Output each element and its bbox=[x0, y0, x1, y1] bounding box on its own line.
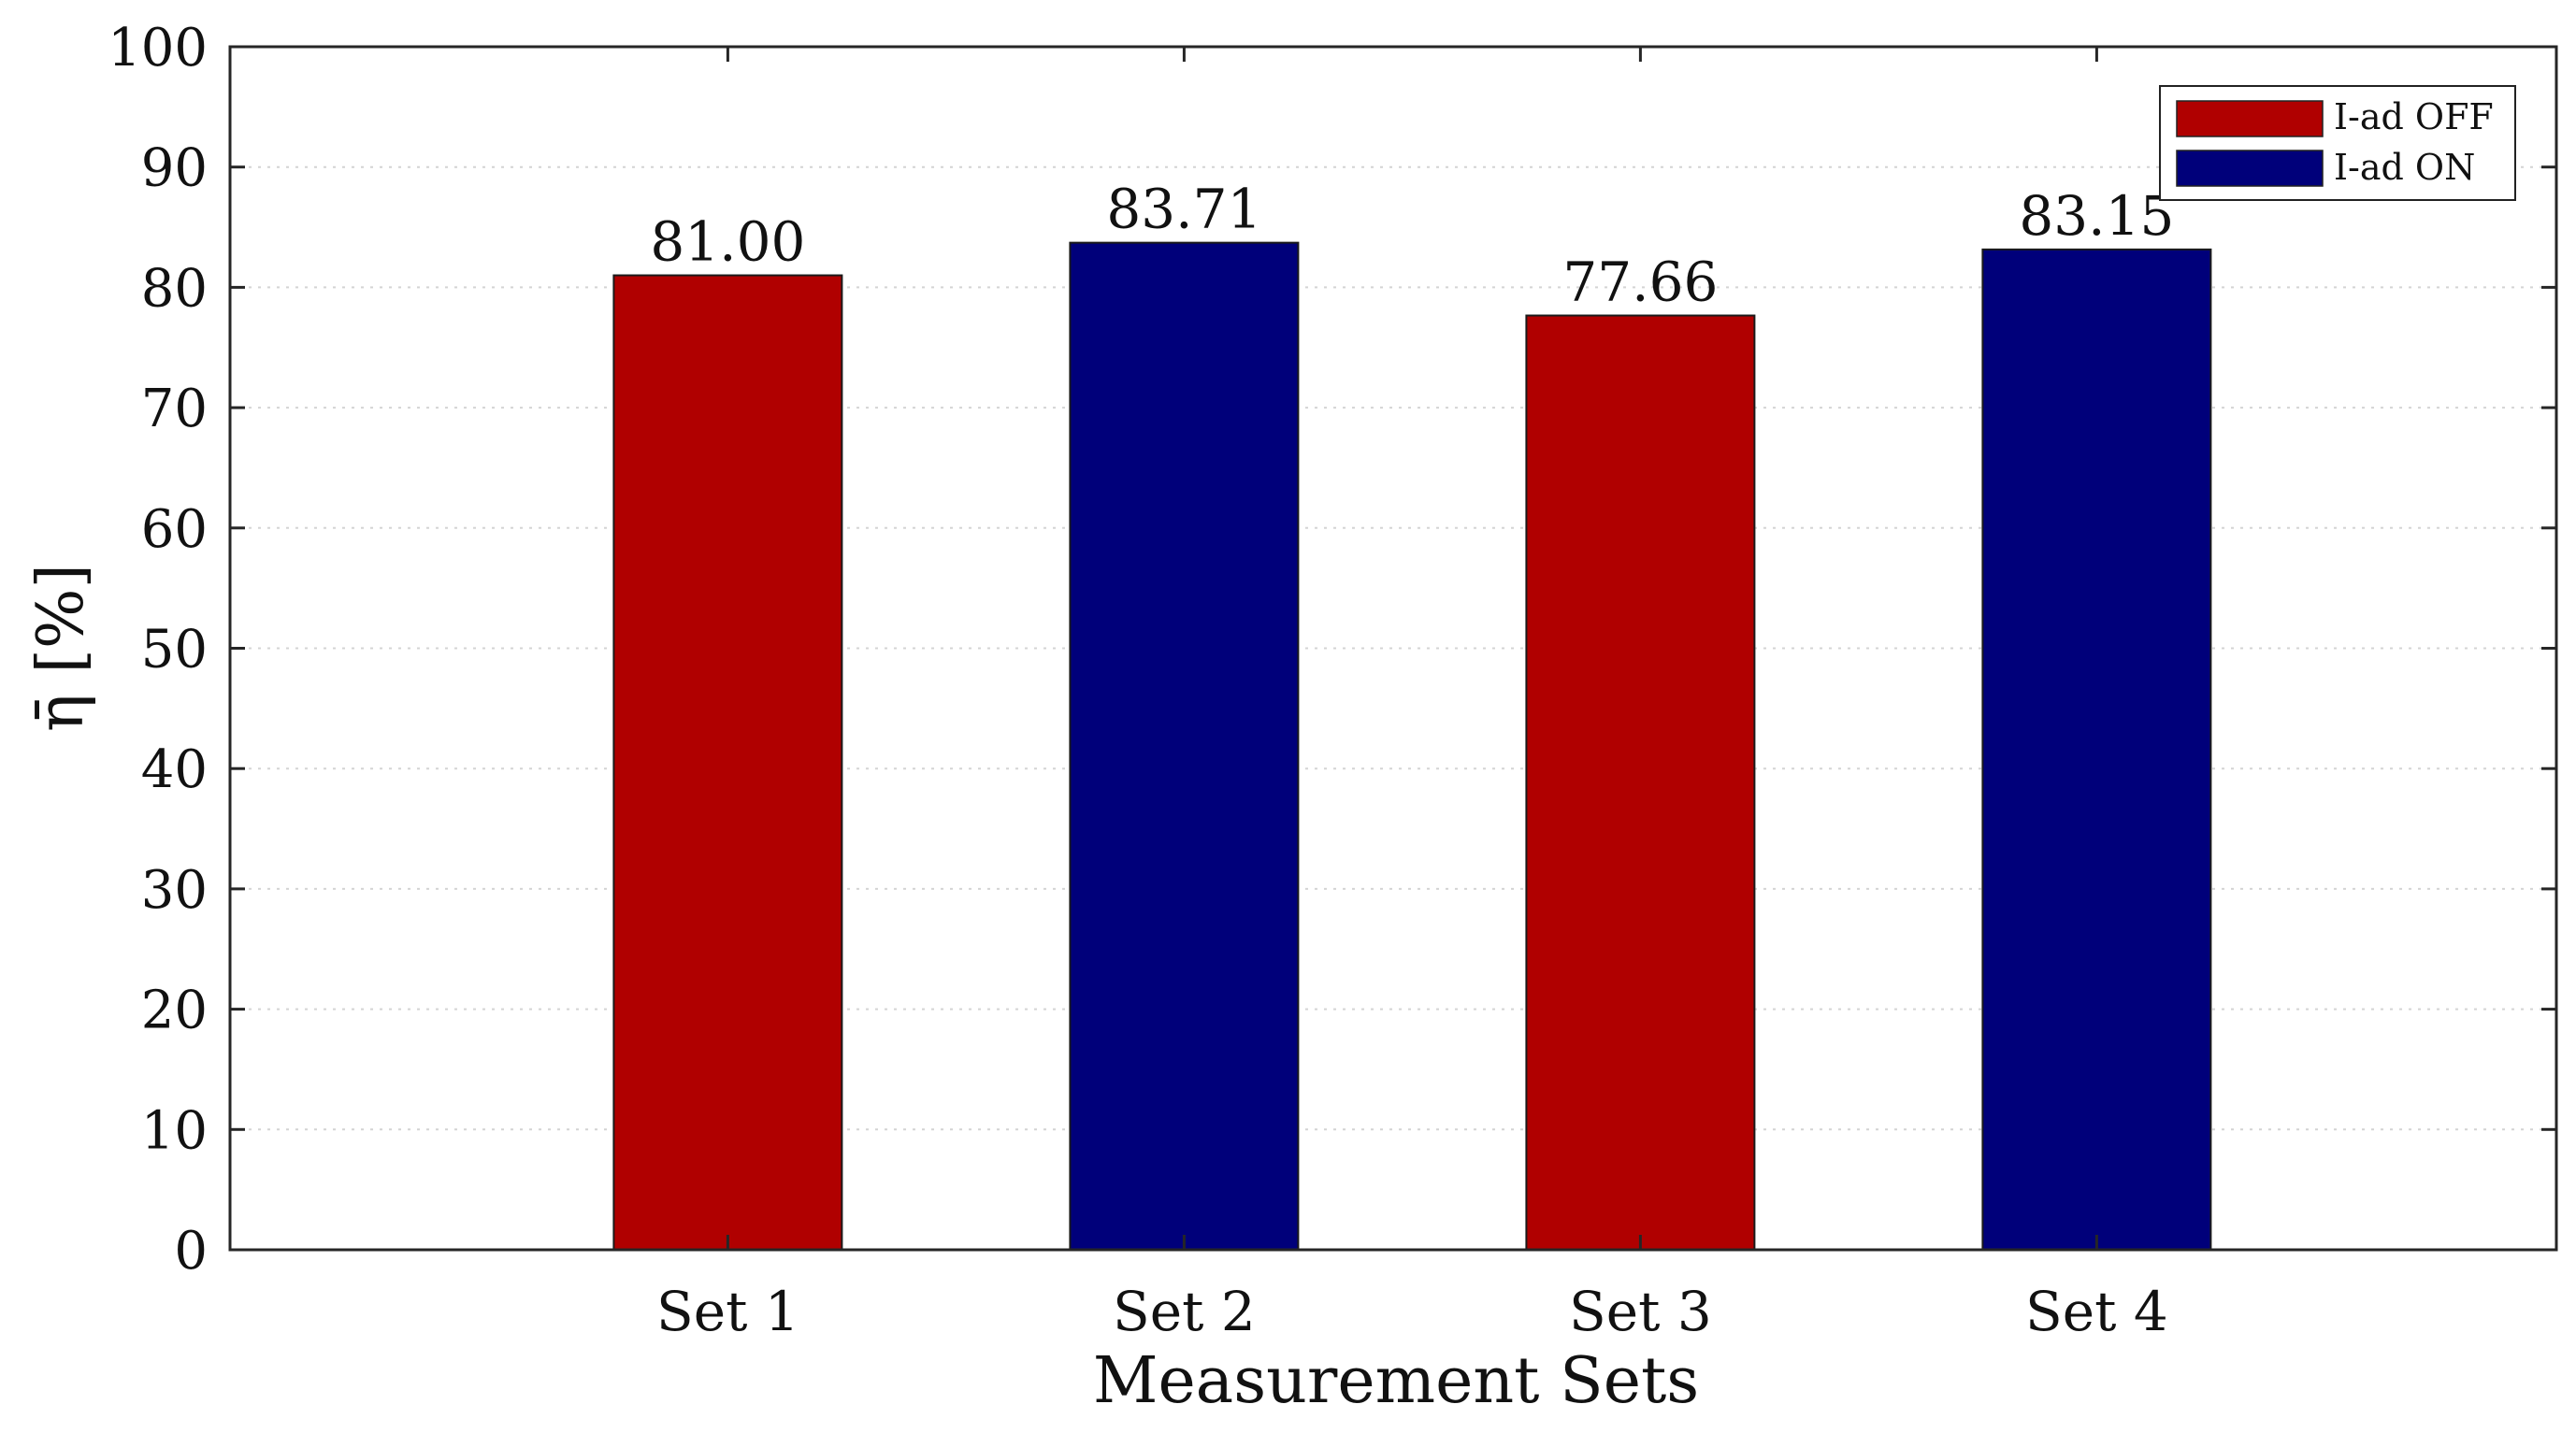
legend: I-ad OFF I-ad ON bbox=[2159, 85, 2516, 201]
legend-label-i-ad-off: I-ad OFF bbox=[2334, 96, 2494, 137]
bar-value-label: 83.15 bbox=[2019, 184, 2174, 248]
y-tick-labels: 0 10 20 30 40 50 60 70 80 90 100 bbox=[108, 18, 208, 1282]
legend-label-i-ad-on: I-ad ON bbox=[2334, 147, 2475, 188]
x-tick-label: Set 1 bbox=[656, 1280, 799, 1343]
y-tick-label: 90 bbox=[141, 138, 208, 199]
y-tick-label: 80 bbox=[141, 258, 208, 319]
bars bbox=[612, 241, 2212, 1251]
axis-ticks bbox=[230, 45, 2556, 1252]
y-tick-label: 70 bbox=[141, 379, 208, 439]
legend-swatch-i-ad-on bbox=[2176, 150, 2324, 187]
y-tick-label: 50 bbox=[141, 620, 208, 681]
bar bbox=[1525, 314, 1756, 1251]
x-axis-title: Measurement Sets bbox=[1093, 1344, 1699, 1418]
bar-value-label: 77.66 bbox=[1562, 251, 1718, 314]
x-tick-label: Set 4 bbox=[2025, 1280, 2168, 1343]
bar-value-labels: 81.00 83.71 77.66 83.15 bbox=[650, 178, 2174, 314]
y-tick-label: 10 bbox=[141, 1100, 208, 1161]
bar bbox=[1069, 241, 1300, 1251]
x-tick-label: Set 3 bbox=[1569, 1280, 1712, 1343]
y-tick-label: 40 bbox=[141, 739, 208, 800]
x-tick-labels: Set 1 Set 2 Set 3 Set 4 bbox=[656, 1280, 2168, 1343]
y-tick-label: 20 bbox=[141, 981, 208, 1041]
x-tick-label: Set 2 bbox=[1113, 1280, 1256, 1343]
y-tick-label: 100 bbox=[108, 18, 208, 79]
bar bbox=[1981, 248, 2212, 1251]
y-tick-label: 30 bbox=[141, 860, 208, 921]
y-tick-label: 60 bbox=[141, 499, 208, 560]
y-axis-title: η̄ [%] bbox=[24, 564, 98, 732]
bar-value-label: 83.71 bbox=[1106, 178, 1261, 241]
bar bbox=[612, 274, 843, 1251]
y-tick-label: 0 bbox=[174, 1221, 208, 1282]
legend-swatch-i-ad-off bbox=[2176, 100, 2324, 137]
bar-value-label: 81.00 bbox=[650, 210, 805, 274]
